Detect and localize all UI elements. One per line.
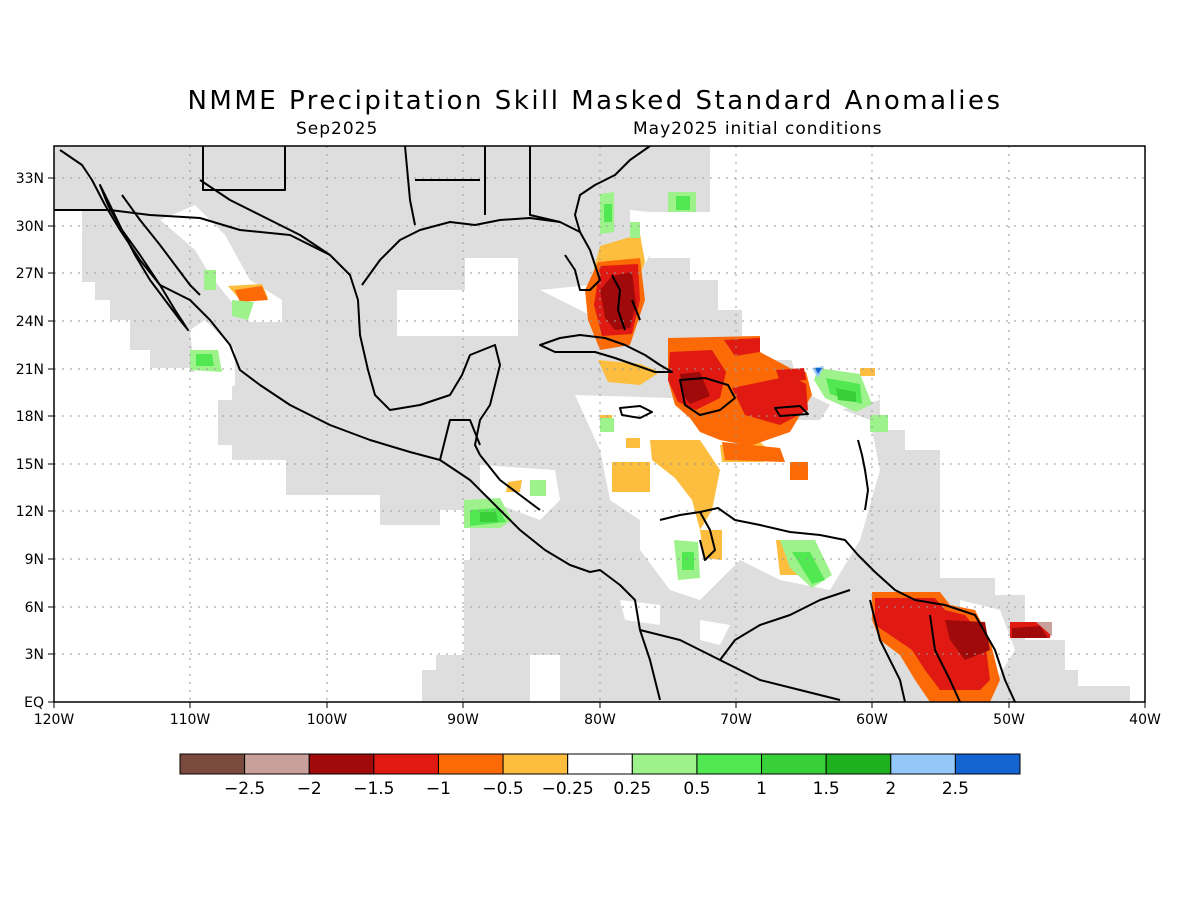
- colorbar-swatch: [308, 753, 375, 775]
- lon-label: 90W: [447, 712, 479, 728]
- colorbar-label: 1: [756, 779, 767, 799]
- colorbar-label: 2: [885, 779, 896, 799]
- lat-label: 3N: [25, 647, 44, 663]
- lat-label: 18N: [16, 409, 44, 425]
- lat-label: 9N: [25, 552, 44, 568]
- colorbar-swatch: [696, 753, 763, 775]
- colorbar-swatch: [761, 753, 827, 775]
- colorbar-swatch: [373, 753, 439, 775]
- colorbar-swatch: [825, 753, 892, 775]
- lon-label: 50W: [993, 712, 1025, 728]
- graticule: [54, 146, 1145, 702]
- colorbar-swatch: [179, 753, 246, 775]
- colorbar: −2.5 −2 −1.5 −1 −0.5 −0.25 0.25 0.5 1 1.5 2 2.5: [179, 753, 1021, 799]
- colorbar-swatch: [631, 753, 698, 775]
- colorbar-label: −0.5: [482, 779, 523, 799]
- colorbar-swatch: [567, 753, 633, 775]
- map-title: NMME Precipitation Skill Masked Standard…: [187, 86, 1003, 116]
- lat-label: 30N: [16, 219, 44, 235]
- lat-label: 21N: [16, 362, 44, 378]
- colorbar-label: −1: [426, 779, 451, 799]
- lon-label: 80W: [584, 712, 616, 728]
- initial-conditions: May2025 initial conditions: [633, 119, 883, 139]
- lat-label: EQ: [24, 695, 44, 711]
- colorbar-label: 0.25: [613, 779, 651, 799]
- lat-label: 6N: [25, 600, 44, 616]
- colorbar-swatch: [954, 753, 1021, 775]
- colorbar-label: −0.25: [542, 779, 594, 799]
- lon-label: 70W: [720, 712, 752, 728]
- lon-label: 40W: [1129, 712, 1161, 728]
- colorbar-swatch: [890, 753, 956, 775]
- lat-label: 15N: [16, 457, 44, 473]
- lat-label: 12N: [16, 504, 44, 520]
- coastlines: [54, 146, 1016, 702]
- colorbar-swatch: [244, 753, 310, 775]
- colorbar-label: 1.5: [813, 779, 840, 799]
- colorbar-label: 0.5: [683, 779, 710, 799]
- lat-label: 27N: [16, 266, 44, 282]
- colorbar-swatch: [502, 753, 569, 775]
- lat-label: 24N: [16, 314, 44, 330]
- forecast-month: Sep2025: [296, 119, 379, 139]
- colorbar-label: −2.5: [224, 779, 265, 799]
- colorbar-swatch: [437, 753, 504, 775]
- lat-label: 33N: [16, 171, 44, 187]
- lon-label: 60W: [856, 712, 888, 728]
- colorbar-label: 2.5: [942, 779, 969, 799]
- lon-label: 110W: [170, 712, 211, 728]
- longitude-labels: 120W 110W 100W 90W 80W 70W 60W 50W 40W: [34, 712, 1161, 728]
- tick-marks: [48, 177, 1146, 708]
- colorbar-label: −1.5: [353, 779, 394, 799]
- latitude-labels: EQ 3N 6N 9N 12N 15N 18N 21N 24N 27N 30N …: [16, 171, 44, 711]
- lon-label: 120W: [34, 712, 75, 728]
- lon-label: 100W: [307, 712, 348, 728]
- colorbar-label: −2: [297, 779, 322, 799]
